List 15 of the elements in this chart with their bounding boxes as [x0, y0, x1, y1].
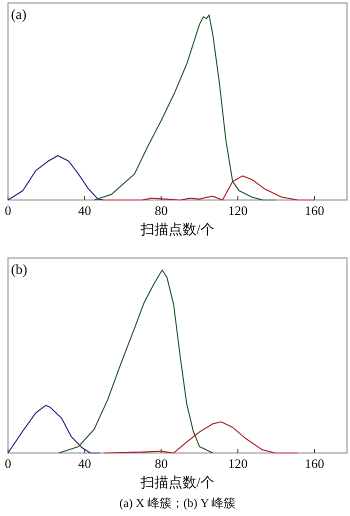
x-tick-label: 0 [4, 456, 12, 471]
x-tick-label: 0 [4, 203, 12, 218]
x-tick-label: 80 [154, 456, 168, 471]
x-tick-label: 160 [304, 203, 324, 218]
x-axis-title: 扫描点数/个 [140, 475, 214, 491]
x-tick-label: 80 [154, 203, 168, 218]
x-tick-label: 40 [78, 456, 92, 471]
x-tick-label: 120 [228, 456, 248, 471]
annotation: (b) [11, 263, 28, 278]
x-tick-label: 120 [228, 203, 248, 218]
x-tick-label: 40 [78, 203, 92, 218]
x-axis-title: 扫描点数/个 [140, 222, 214, 238]
annotation: (a) [11, 8, 27, 23]
x-tick-label: 160 [304, 456, 324, 471]
text: (a) X 峰簇；(b) Y 峰簇 [119, 496, 236, 510]
